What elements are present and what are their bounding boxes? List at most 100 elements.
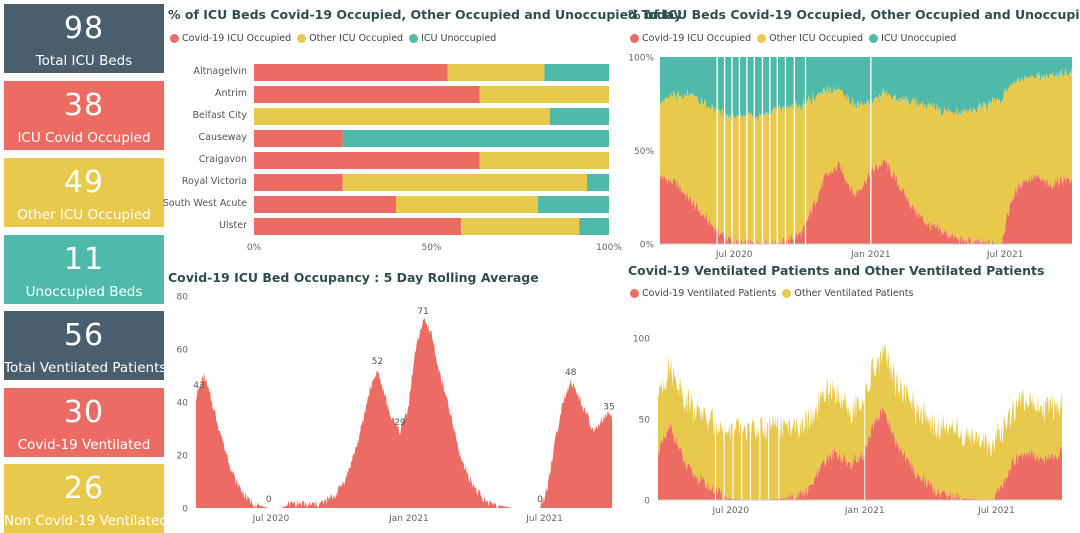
y-tick-label: 20 [177,452,189,462]
legend-dot-unoccupied [409,34,419,43]
legend-item-covid-ventilated[interactable]: Covid-19 Ventilated Patients [630,288,776,299]
bar-segment [586,174,609,191]
legend-label: ICU Unoccupied [421,33,497,44]
bar-segment [549,108,609,125]
x-tick-label: 100% [596,243,622,253]
bar-segment [544,64,609,81]
x-tick-label: Jul 2021 [977,506,1015,516]
card-label: ICU Covid Occupied [17,130,151,146]
legend-dot-covid [630,34,639,43]
bar-segment [460,218,580,235]
y-tick-label: 0% [640,241,655,251]
legend-item-unoccupied[interactable]: ICU Unoccupied [409,33,496,44]
data-label: 48 [565,368,577,378]
card-label: Other ICU Occupied [17,207,151,223]
x-tick-label: Jul 2020 [715,250,753,260]
bar-segment [254,130,343,147]
data-label: 35 [603,402,614,412]
x-tick-label: 50% [421,243,441,253]
data-label: 52 [372,357,383,367]
card-other-icu-occupied[interactable]: 49 Other ICU Occupied [4,158,164,227]
card-value: 11 [63,242,105,277]
legend-item-other-ventilated[interactable]: Other Ventilated Patients [782,288,913,299]
legend-item-other[interactable]: Other ICU Occupied [757,33,863,44]
bar-segment [254,174,343,191]
legend-icu-today: Covid-19 ICU Occupied Other ICU Occupied… [170,33,502,44]
x-tick-label: 0% [247,243,262,253]
card-label: Total ICU Beds [35,53,133,69]
card-total-ventilated[interactable]: 56 Total Ventilated Patients [4,311,167,380]
y-tick-label: 50 [639,416,651,426]
x-tick-label: Jan 2021 [388,514,429,524]
bar-category-label: Altnagelvin [193,66,247,77]
legend-dot-other [782,289,792,298]
y-tick-label: 80 [177,293,189,303]
bar-segment [479,152,609,169]
bar-segment [342,130,609,147]
x-tick-label: Jul 2020 [252,514,290,524]
x-tick-label: Jul 2020 [711,506,749,516]
y-tick-label: 60 [177,346,189,356]
y-tick-label: 0 [644,497,650,507]
legend-item-covid[interactable]: Covid-19 ICU Occupied [170,33,291,44]
bar-category-label: Craigavon [199,154,247,165]
bar-category-label: Royal Victoria [182,176,247,187]
card-total-icu-beds[interactable]: 98 Total ICU Beds [4,4,164,73]
data-label: 71 [417,307,428,317]
area-covid-ventilated [658,406,1062,500]
chart-title-ventilated: Covid-19 Ventilated Patients and Other V… [628,263,1045,278]
bar-category-label: South West Acute [163,198,247,209]
chart-title-rolling-average: Covid-19 ICU Bed Occupancy : 5 Day Rolli… [168,270,539,285]
card-covid-ventilated[interactable]: 30 Covid-19 Ventilated [4,388,164,457]
chart-title-icu-over-time: % of ICU Beds Covid-19 Occupied, Other O… [628,7,1080,22]
bar-segment [254,86,480,103]
card-label: Total Ventilated Patients [4,360,167,376]
card-label: Unoccupied Beds [25,284,143,300]
legend-ventilated: Covid-19 Ventilated Patients Other Venti… [630,288,919,299]
card-value: 56 [63,318,105,353]
bar-segment [579,218,609,235]
legend-dot-unoccupied [869,34,879,43]
bar-segment [254,64,448,81]
area-covid-icu-occupancy [196,317,612,508]
legend-dot-other [297,34,307,43]
data-label: 0 [266,495,272,505]
card-non-covid-ventilated[interactable]: 26 Non Covid-19 Ventilated [4,464,168,533]
x-tick-label: Jul 2021 [986,250,1024,260]
x-tick-label: Jan 2021 [844,506,885,516]
y-tick-label: 0 [182,505,188,515]
legend-item-unoccupied[interactable]: ICU Unoccupied [869,33,956,44]
bar-segment [342,174,587,191]
y-tick-label: 40 [177,399,189,409]
legend-label: Other Ventilated Patients [794,288,914,299]
card-icu-covid-occupied[interactable]: 38 ICU Covid Occupied [4,81,164,150]
legend-dot-covid [170,34,179,43]
card-value: 26 [63,471,105,506]
area-other-ventilated [658,341,1062,500]
data-label: 43 [193,381,204,391]
bar-segment [254,218,461,235]
legend-item-covid[interactable]: Covid-19 ICU Occupied [630,33,751,44]
card-value: 98 [63,11,105,46]
bar-segment [254,152,480,169]
x-tick-label: Jul 2021 [525,514,563,524]
bar-segment [447,64,545,81]
data-label: 0 [537,495,543,505]
y-tick-label: 50% [634,147,654,157]
data-label: 29 [394,418,406,428]
legend-label: Other ICU Occupied [309,33,404,44]
card-label: Non Covid-19 Ventilated [4,513,168,529]
card-value: 49 [63,165,105,200]
legend-label: Other ICU Occupied [769,33,864,44]
bar-category-label: Belfast City [193,110,248,121]
bar-category-label: Causeway [199,132,248,143]
x-tick-label: Jan 2021 [850,250,891,260]
card-unoccupied-beds[interactable]: 11 Unoccupied Beds [4,235,164,304]
bar-segment [396,196,538,213]
legend-label: Covid-19 ICU Occupied [642,33,752,44]
legend-item-other[interactable]: Other ICU Occupied [297,33,403,44]
